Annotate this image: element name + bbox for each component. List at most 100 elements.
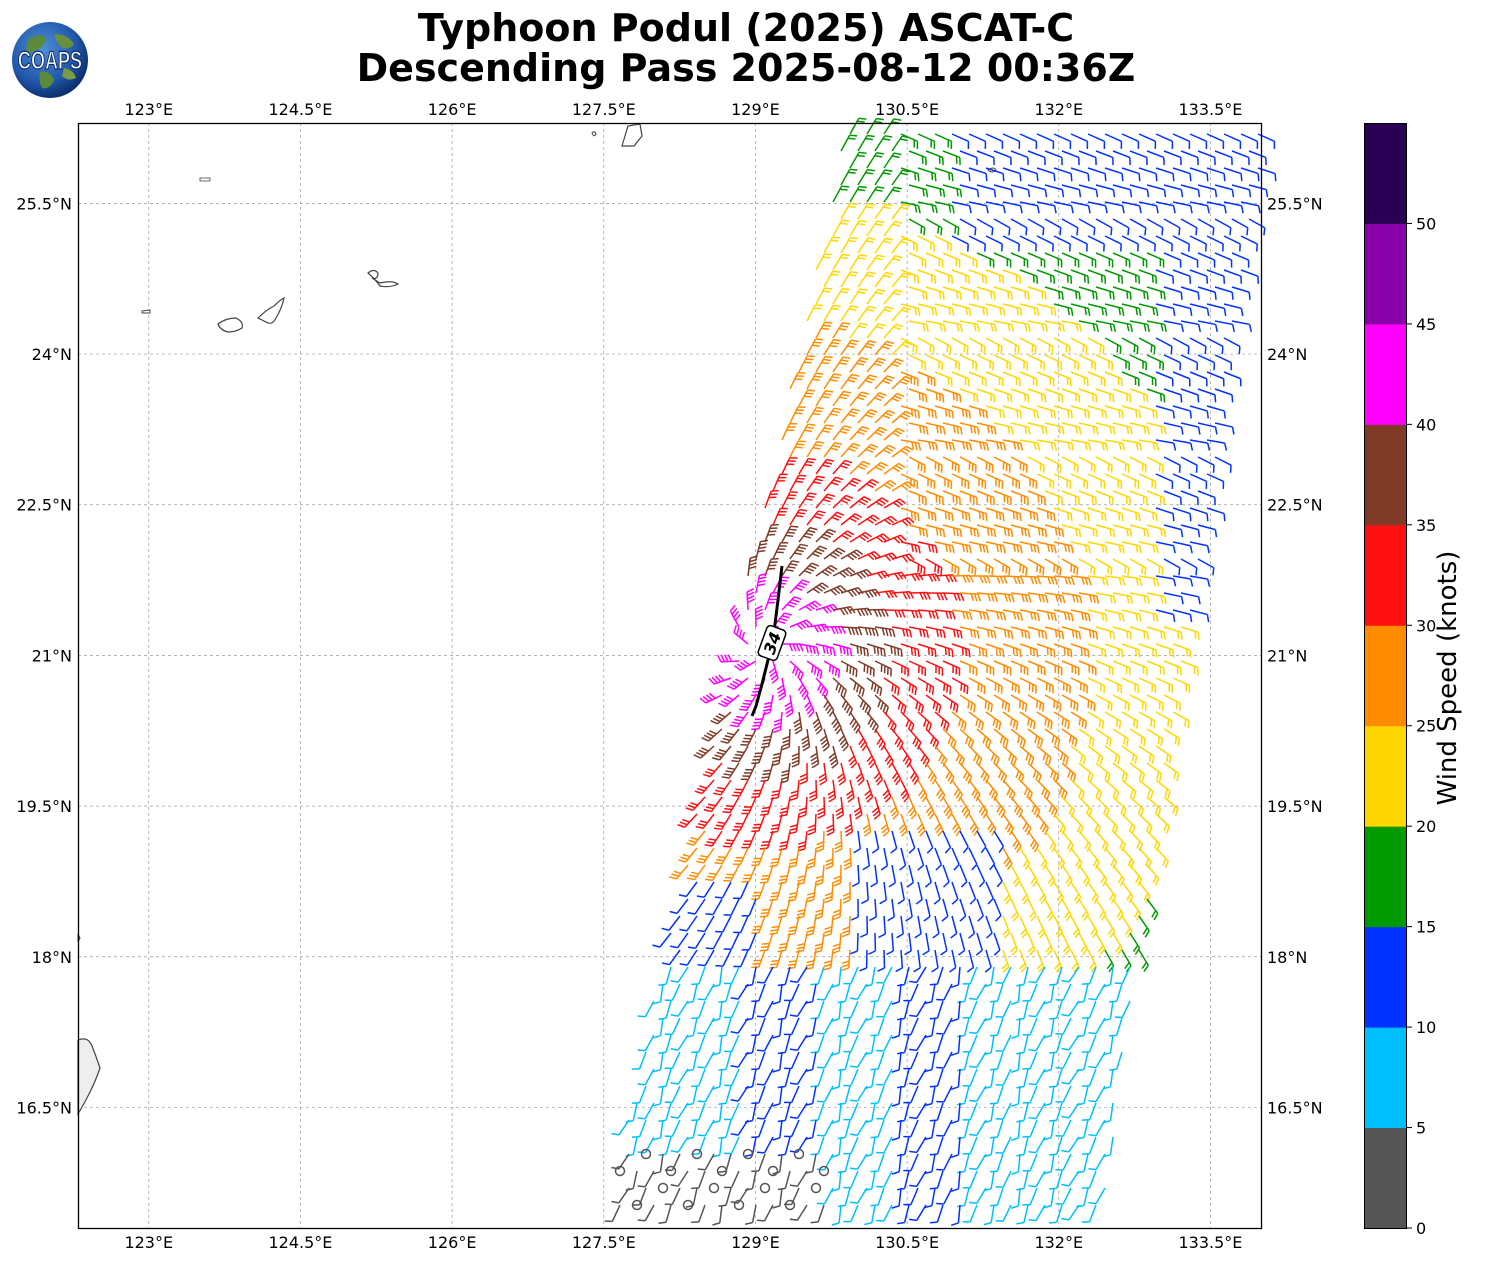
wind-barb: [1049, 1034, 1063, 1054]
wind-barb: [772, 1051, 783, 1073]
wind-barb: [1172, 609, 1193, 623]
wind-barb: [1053, 541, 1074, 554]
wind-barb: [1095, 898, 1107, 921]
wind-barb: [1138, 439, 1160, 451]
wind-barb: [1163, 252, 1182, 268]
wind-barb: [1112, 592, 1134, 604]
wind-barb: [976, 864, 986, 888]
wind-barb: [1248, 218, 1266, 236]
wind-barb: [832, 605, 856, 616]
lat-tick-label-right: 16.5°N: [1267, 1098, 1323, 1117]
colorbar-bin: [1364, 1027, 1406, 1129]
wind-barb: [1053, 881, 1064, 905]
wind-barb: [849, 643, 870, 657]
wind-barb: [993, 320, 1015, 333]
wind-barb: [934, 167, 954, 182]
wind-barb: [1214, 184, 1235, 198]
wind-barb: [951, 677, 969, 695]
wind-barb: [900, 235, 918, 252]
wind-barb: [1049, 1000, 1063, 1020]
lat-tick-label-left: 19.5°N: [16, 797, 72, 816]
wind-barb: [1010, 932, 1019, 956]
wind-barb: [1087, 541, 1108, 554]
wind-barb: [1061, 1102, 1080, 1119]
wind-barb: [718, 1119, 732, 1140]
wind-barb: [1121, 507, 1141, 522]
wind-barb: [985, 609, 1007, 621]
wind-barb: [796, 898, 808, 920]
wind-barb: [837, 1085, 851, 1106]
wind-barb: [976, 830, 987, 854]
wind-barb: [959, 150, 978, 166]
wind-barb: [1053, 371, 1072, 387]
wind-barb: [1078, 558, 1096, 576]
wind-barb: [840, 270, 859, 288]
wind-barb: [781, 643, 804, 652]
wind-barb: [1070, 643, 1090, 658]
wind-barb: [874, 728, 886, 751]
wind-barb: [917, 779, 928, 803]
wind-barb: [1104, 235, 1122, 252]
island-kyushu-tip: [621, 123, 643, 147]
wind-barb: [1112, 660, 1131, 676]
wind-barb: [1121, 643, 1141, 658]
wind-barb: [1087, 507, 1107, 522]
wind-barb: [1081, 1068, 1097, 1087]
wind-barb: [849, 322, 868, 339]
wind-barb: [1019, 609, 1040, 622]
wind-barb: [1121, 813, 1136, 835]
wind-barb: [1180, 184, 1201, 198]
wind-barb: [843, 966, 859, 985]
wind-barb: [1163, 694, 1181, 711]
wind-barb: [942, 762, 955, 785]
wind-barb: [900, 643, 920, 658]
wind-barb: [1027, 456, 1045, 473]
wind-barb: [1044, 422, 1065, 435]
wind-barb: [1146, 626, 1166, 640]
wind-barb: [1055, 1017, 1072, 1035]
wind-barb: [1078, 830, 1092, 852]
colorbar-frame: [1364, 123, 1407, 1229]
wind-barb: [1002, 745, 1018, 766]
wind-barb: [976, 218, 994, 236]
wind-barb: [798, 600, 822, 612]
wind-barb: [1002, 133, 1021, 149]
wind-barb: [831, 1102, 842, 1124]
wind-barb: [959, 422, 980, 435]
wind-barb: [924, 1119, 936, 1141]
wind-barb: [1053, 439, 1075, 451]
wind-barb: [1138, 949, 1149, 973]
wind-barb: [1180, 592, 1201, 605]
wind-barb: [1104, 949, 1115, 973]
wind-barb: [1061, 966, 1080, 983]
wind-barb: [1078, 286, 1098, 300]
wind-barb: [957, 1153, 970, 1174]
wind-barb: [710, 711, 732, 725]
wind-barb: [781, 525, 799, 543]
wind-barb: [891, 1187, 902, 1209]
wind-barb: [1078, 592, 1100, 604]
wind-barb: [823, 476, 844, 492]
wind-barb: [951, 711, 967, 731]
wind-barb: [950, 1204, 961, 1227]
wind-barb: [1214, 456, 1232, 473]
wind-barb: [1044, 694, 1062, 712]
wind-barb: [744, 1068, 757, 1090]
wind-barb: [1172, 677, 1191, 693]
wind-barb: [942, 626, 963, 639]
wind-barb: [1214, 218, 1232, 236]
wind-barb: [724, 1000, 740, 1019]
wind-barb: [968, 745, 983, 767]
wind-barb: [993, 626, 1014, 640]
wind-barb: [652, 1051, 664, 1073]
wind-barb: [968, 847, 978, 871]
wind-barb: [1155, 303, 1176, 316]
lat-tick-label-right: 24°N: [1267, 345, 1307, 364]
wind-barb: [1095, 354, 1114, 371]
wind-barb: [1129, 898, 1142, 921]
wind-barb: [1104, 677, 1123, 694]
wind-barb: [1036, 609, 1057, 622]
wind-barb: [917, 337, 935, 355]
wind-barb: [708, 1182, 720, 1194]
